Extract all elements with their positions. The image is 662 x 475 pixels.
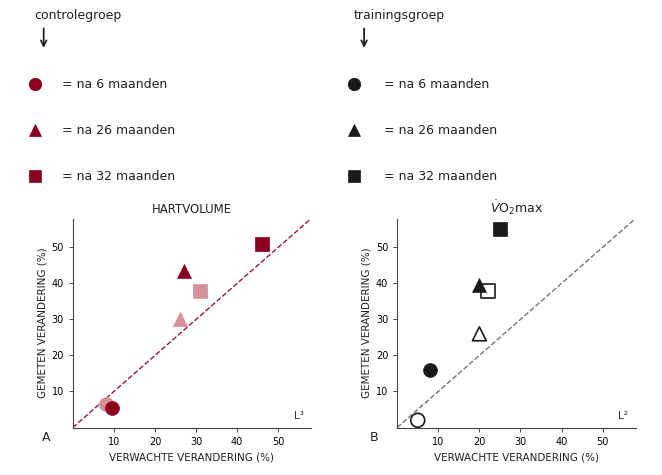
Title: $\dot{V}$O$_2$max: $\dot{V}$O$_2$max — [490, 199, 543, 217]
Text: trainingsgroep: trainingsgroep — [354, 9, 446, 22]
Point — [495, 226, 505, 233]
Point — [101, 400, 111, 408]
Text: = na 32 maanden: = na 32 maanden — [384, 170, 497, 182]
Point — [195, 287, 205, 294]
Text: = na 6 maanden: = na 6 maanden — [62, 78, 167, 91]
Text: = na 32 maanden: = na 32 maanden — [62, 170, 175, 182]
Text: controlegroep: controlegroep — [34, 9, 122, 22]
Text: L³: L³ — [294, 411, 304, 421]
Point — [483, 287, 493, 294]
Y-axis label: GEMETEN VERANDERING (%): GEMETEN VERANDERING (%) — [361, 247, 371, 399]
Point — [107, 404, 117, 411]
Text: L²: L² — [618, 411, 628, 421]
Text: A: A — [42, 431, 50, 444]
X-axis label: VERWACHTE VERANDERING (%): VERWACHTE VERANDERING (%) — [434, 452, 599, 462]
Y-axis label: GEMETEN VERANDERING (%): GEMETEN VERANDERING (%) — [37, 247, 47, 399]
Point — [425, 366, 436, 374]
Point — [174, 315, 185, 323]
Text: B: B — [369, 431, 379, 444]
Point — [257, 240, 267, 247]
Title: HARTVOLUME: HARTVOLUME — [152, 203, 232, 216]
Point — [474, 281, 485, 289]
Point — [412, 417, 423, 424]
Text: = na 26 maanden: = na 26 maanden — [62, 124, 175, 137]
Point — [474, 330, 485, 338]
Point — [179, 267, 189, 275]
Text: = na 6 maanden: = na 6 maanden — [384, 78, 489, 91]
X-axis label: VERWACHTE VERANDERING (%): VERWACHTE VERANDERING (%) — [109, 452, 275, 462]
Text: = na 26 maanden: = na 26 maanden — [384, 124, 497, 137]
